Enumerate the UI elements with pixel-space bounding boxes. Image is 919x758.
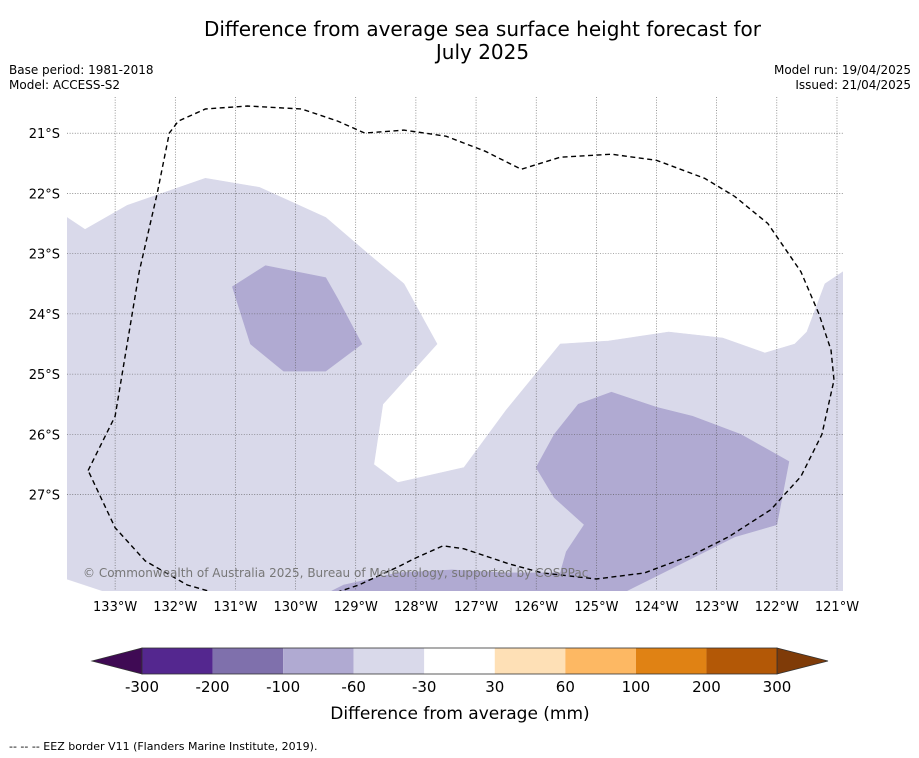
- lon-tick-label: 124°W: [634, 600, 678, 615]
- lon-tick-label: 123°W: [695, 600, 739, 615]
- colorbar-label: Difference from average (mm): [330, 704, 589, 724]
- lon-tick-label: 132°W: [153, 600, 197, 615]
- colorbar-tick-label: 200: [692, 678, 721, 696]
- lon-tick-label: 130°W: [274, 600, 318, 615]
- colorbar-swatch: [142, 648, 213, 674]
- colorbar-tick-label: -100: [266, 678, 300, 696]
- lat-tick-label: 24°S: [29, 308, 60, 323]
- model-info: Base period: 1981-2018 Model: ACCESS-S2: [9, 63, 154, 93]
- lon-tick-label: 122°W: [755, 600, 799, 615]
- colorbar-tick-label: 300: [763, 678, 792, 696]
- colorbar-extend-low: [90, 647, 143, 675]
- lon-tick-label: 128°W: [394, 600, 438, 615]
- colorbar-tick-label: 30: [485, 678, 504, 696]
- colorbar-swatch: [424, 648, 495, 674]
- band-minus100-minus60-west-blob: [232, 265, 363, 372]
- colorbar-swatch: [494, 648, 566, 674]
- colorbar-tick-label: -60: [341, 678, 366, 696]
- colorbar-tick-label: 60: [556, 678, 575, 696]
- lat-tick-label: 25°S: [29, 368, 60, 383]
- colorbar-extend-high: [776, 647, 829, 675]
- band-minus100-minus60-east-blob: [331, 391, 790, 591]
- colorbar-frame: [141, 647, 778, 675]
- lon-tick-label: 121°W: [815, 600, 859, 615]
- title-line-1: Difference from average sea surface heig…: [203, 17, 762, 41]
- colorbar-tick-label: 100: [622, 678, 651, 696]
- lon-tick-label: 126°W: [514, 600, 558, 615]
- map-title: Difference from average sea surface heig…: [0, 18, 919, 64]
- lon-tick-label: 125°W: [574, 600, 618, 615]
- issued-date: Issued: 21/04/2025: [795, 78, 911, 92]
- lon-tick-label: 133°W: [93, 600, 137, 615]
- copyright-notice: © Commonwealth of Australia 2025, Bureau…: [83, 566, 588, 580]
- lat-tick-label: 22°S: [29, 187, 60, 202]
- lat-tick-label: 23°S: [29, 248, 60, 263]
- axis-labels: 21°S 22°S 23°S 24°S 25°S 26°S 27°S 133°W 132°W 13…: [29, 127, 860, 615]
- lon-tick-label: 129°W: [334, 600, 378, 615]
- colorbar-swatch: [353, 648, 425, 674]
- eez-legend-note: -- -- -- EEZ border V11 (Flanders Marine…: [9, 740, 318, 753]
- lon-tick-label: 127°W: [454, 600, 498, 615]
- colorbar-tick-label: -30: [412, 678, 437, 696]
- map-plot-area: [67, 97, 843, 591]
- title-line-2: July 2025: [435, 40, 530, 64]
- lat-tick-label: 26°S: [29, 428, 60, 443]
- base-period: Base period: 1981-2018: [9, 63, 154, 77]
- colorbar-tick-label: -200: [196, 678, 230, 696]
- model-run: Model run: 19/04/2025: [773, 63, 911, 77]
- colorbar-swatch: [706, 648, 777, 674]
- colorbar-swatch: [635, 648, 707, 674]
- run-info: Model run: 19/04/2025 Issued: 21/04/2025: [774, 63, 911, 93]
- colorbar-swatch: [565, 648, 636, 674]
- colorbar-swatch: [212, 648, 284, 674]
- lon-tick-label: 131°W: [213, 600, 257, 615]
- eez-border: [87, 105, 835, 591]
- colorbar: -300 -200 -100 -60 -30 30 60 100 200 300: [90, 647, 829, 696]
- lat-tick-label: 21°S: [29, 127, 60, 142]
- lat-tick-label: 27°S: [29, 489, 60, 504]
- colorbar-tick-label: -300: [125, 678, 159, 696]
- model-name: Model: ACCESS-S2: [9, 78, 121, 92]
- colorbar-swatch: [283, 648, 354, 674]
